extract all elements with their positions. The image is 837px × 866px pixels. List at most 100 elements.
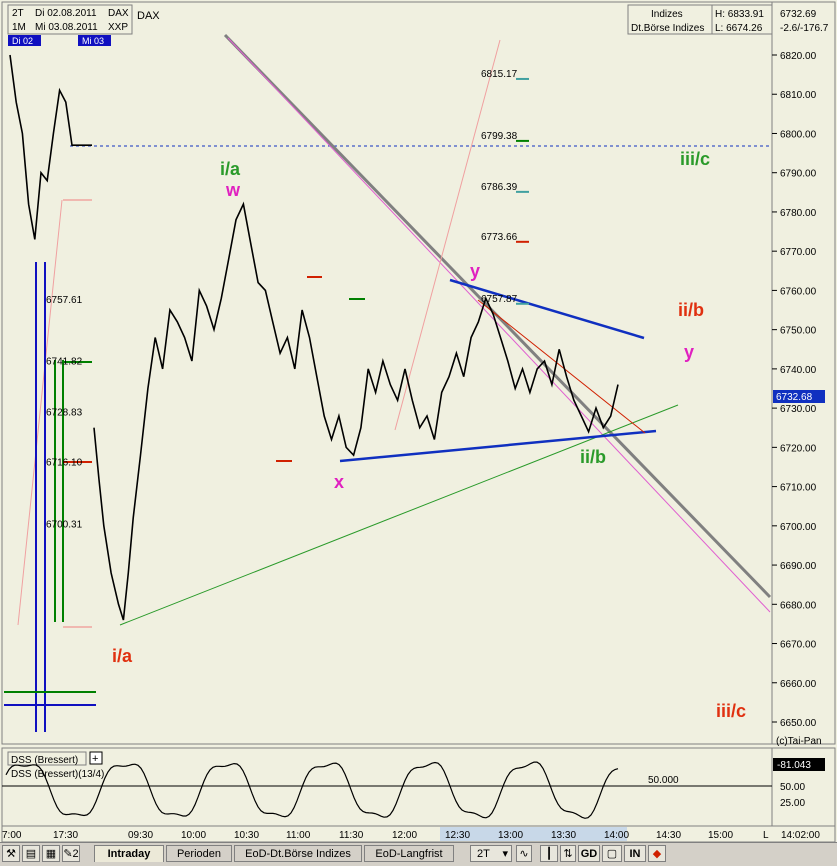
left-level-label: 6728.83 (46, 408, 83, 419)
left-level-label: 6757.61 (46, 295, 83, 306)
fib-level-label: 6773.66 (481, 232, 518, 243)
fib-level-label: 6799.38 (481, 131, 518, 142)
fib-level-label: 6815.17 (481, 69, 518, 80)
page-label: 2 (72, 848, 79, 860)
day-marker-a: Di 02 (12, 36, 33, 46)
x-tick-label: 11:30 (339, 830, 364, 841)
wave-label: ii/b (580, 447, 606, 467)
gd-button[interactable]: GD (578, 845, 600, 862)
axis-end-marker: L (763, 830, 769, 841)
wave-label: i/a (112, 646, 133, 666)
y-tick-label: 6690.00 (780, 561, 817, 572)
y-tick-label: 6670.00 (780, 640, 817, 651)
fib-level-label: 6786.39 (481, 182, 518, 193)
fib-level-label: 6757.87 (481, 294, 518, 305)
red-wedge-line (477, 299, 646, 434)
header-period-b: 1M (12, 22, 26, 33)
day-marker-b: Mi 03 (82, 36, 104, 46)
price-series-prev (9, 54, 92, 240)
cursor-icon[interactable]: ⇅ (560, 845, 576, 862)
header-exchange: Dt.Börse Indizes (631, 23, 704, 34)
wave-label: y (684, 342, 694, 362)
y-tick-label: 6780.00 (780, 208, 817, 219)
in-button[interactable]: IN (624, 845, 646, 862)
grid-icon[interactable]: ▦ (42, 845, 60, 862)
x-tick-label: 7:00 (2, 830, 22, 841)
header-date-b: Mi 03.08.2011 (35, 22, 98, 33)
y-tick-label: 6740.00 (780, 365, 817, 376)
indicator-icon[interactable]: ◆ (648, 845, 666, 862)
tab-intraday[interactable]: Intraday (94, 845, 164, 862)
y-tick-label: 6650.00 (780, 718, 817, 729)
x-tick-label: 15:00 (708, 830, 733, 841)
x-tick-label: 10:00 (181, 830, 206, 841)
downtrend-pink-line (227, 37, 771, 613)
y-axis-ticks: 6820.00 6810.00 6800.00 6790.00 6780.00 6770.… (772, 51, 817, 729)
left-level-label: 6716.10 (46, 458, 83, 469)
wave-label: iii/c (716, 701, 746, 721)
price-series (93, 201, 619, 621)
bottom-toolbar: ⚒ ▤ ▦ ✎2 Intraday Perioden EoD-Dt.Börse … (0, 842, 837, 866)
oscillator-series (5, 761, 619, 819)
settings-icon[interactable]: ▢ (602, 845, 622, 862)
pen-icon: ✎ (63, 848, 73, 860)
x-axis-ticks: 7:00 17:30 09:30 10:00 10:30 11:00 11:30 12:00 1… (2, 830, 733, 841)
fib-levels: 6815.17 6799.38 6786.39 6773.66 6757.87 (481, 69, 529, 305)
oscillator-name: DSS (Bressert) (11, 755, 78, 766)
oscillator-panel (1, 747, 773, 827)
y-tick-label: 6770.00 (780, 247, 817, 258)
x-tick-label: 12:30 (445, 830, 470, 841)
oscillator-add-button[interactable] (89, 751, 103, 765)
oscillator-name-params: DSS (Bressert)(13/4) (11, 769, 104, 780)
period-select[interactable]: 2T ▾ (470, 845, 512, 862)
uptrend-green-line (119, 404, 679, 626)
header-change: -2.6/-176.7 (780, 23, 829, 34)
last-price-label: 6732.68 (776, 392, 813, 403)
wave-label: i/a (220, 159, 241, 179)
x-tick-label: 14:30 (656, 830, 681, 841)
oscillator-value-flag (773, 758, 825, 771)
left-level-label: 6741.82 (46, 357, 83, 368)
x-tick-label: 17:30 (53, 830, 78, 841)
oscillator-name-box[interactable] (7, 751, 87, 766)
tool-icon[interactable]: ⚒ (2, 845, 20, 862)
header-last: 6732.69 (780, 9, 817, 20)
chart-type-icon[interactable]: ∿ (516, 845, 532, 862)
oscillator-tick-50: 50.00 (780, 782, 805, 793)
header-date-a: Di 02.08.2011 (35, 8, 97, 19)
price-chart: 6820.00 6810.00 6800.00 6790.00 6780.00 6770.… (1, 1, 836, 842)
y-tick-label: 6700.00 (780, 522, 817, 533)
print-icon[interactable]: ▤ (22, 845, 40, 862)
tab-eod-boerse[interactable]: EoD-Dt.Börse Indizes (234, 845, 362, 862)
header-symbol-b: XXP (108, 22, 128, 33)
y-tick-label: 6680.00 (780, 600, 817, 611)
y-tick-label: 6750.00 (780, 326, 817, 337)
x-tick-label: 10:30 (234, 830, 259, 841)
y-tick-label: 6720.00 (780, 443, 817, 454)
y-tick-label: 6660.00 (780, 679, 817, 690)
tab-eod-langfrist[interactable]: EoD-Langfrist (364, 845, 454, 862)
header-high: H: 6833.91 (715, 9, 764, 20)
left-level-labels: 6757.61 6741.82 6728.83 6716.10 6700.31 (46, 295, 83, 531)
x-tick-label: 13:30 (551, 830, 576, 841)
tab-perioden[interactable]: Perioden (166, 845, 232, 862)
header-info: 2T Di 02.08.2011 DAX DAX 1M Mi 03.08.201… (7, 4, 829, 46)
x-tick-label: 11:00 (286, 830, 311, 841)
wave-label: x (334, 472, 344, 492)
page-button[interactable]: ✎2 (62, 845, 80, 862)
oscillator-level: 50.000 (648, 775, 679, 786)
header-period-a: 2T (12, 8, 24, 19)
period-select-value: 2T (477, 848, 490, 860)
chevron-down-icon: ▾ (502, 848, 508, 860)
y-tick-label: 6790.00 (780, 169, 817, 180)
left-level-label: 6700.31 (46, 520, 83, 531)
pink-fan-line-left (17, 199, 63, 626)
wave-label: y (470, 261, 480, 281)
pink-fan-line (394, 39, 501, 431)
copyright: (c)Tai-Pan (776, 736, 822, 747)
candles-icon[interactable]: ┃ (540, 845, 558, 862)
plus-icon: + (92, 753, 98, 765)
oscillator-value: -81.043 (777, 760, 811, 771)
wave-label: ii/b (678, 300, 704, 320)
